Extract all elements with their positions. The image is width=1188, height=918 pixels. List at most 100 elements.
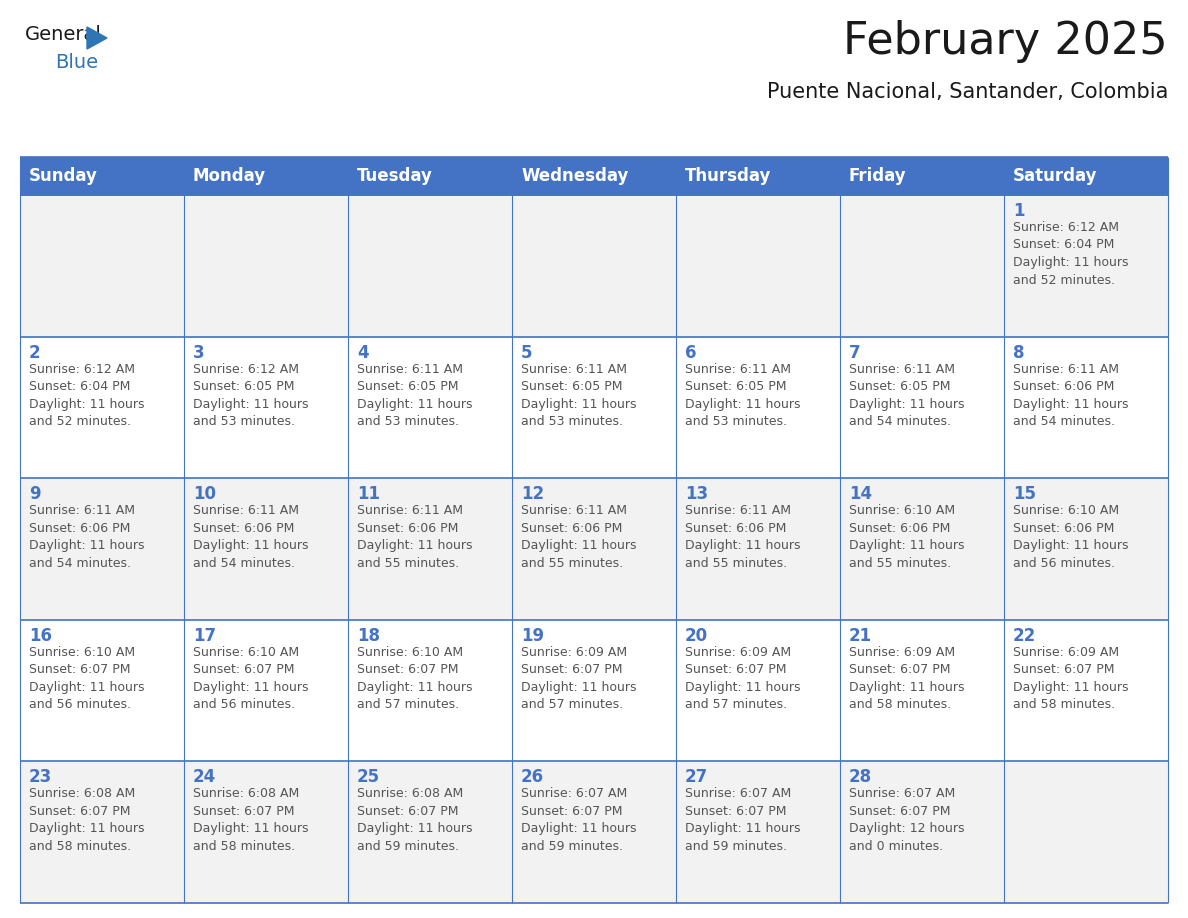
Text: Sunrise: 6:07 AM
Sunset: 6:07 PM
Daylight: 11 hours
and 59 minutes.: Sunrise: 6:07 AM Sunset: 6:07 PM Dayligh… [685, 788, 801, 853]
Text: Sunrise: 6:11 AM
Sunset: 6:06 PM
Daylight: 11 hours
and 55 minutes.: Sunrise: 6:11 AM Sunset: 6:06 PM Dayligh… [522, 504, 637, 570]
Text: Blue: Blue [55, 53, 99, 72]
Text: Sunrise: 6:08 AM
Sunset: 6:07 PM
Daylight: 11 hours
and 59 minutes.: Sunrise: 6:08 AM Sunset: 6:07 PM Dayligh… [358, 788, 473, 853]
Bar [348, 620, 512, 761]
Text: Sunrise: 6:11 AM
Sunset: 6:06 PM
Daylight: 11 hours
and 55 minutes.: Sunrise: 6:11 AM Sunset: 6:06 PM Dayligh… [358, 504, 473, 570]
Text: Puente Nacional, Santander, Colombia: Puente Nacional, Santander, Colombia [766, 82, 1168, 102]
Text: Sunrise: 6:11 AM
Sunset: 6:06 PM
Daylight: 11 hours
and 54 minutes.: Sunrise: 6:11 AM Sunset: 6:06 PM Dayligh… [192, 504, 309, 570]
Text: Sunrise: 6:07 AM
Sunset: 6:07 PM
Daylight: 11 hours
and 59 minutes.: Sunrise: 6:07 AM Sunset: 6:07 PM Dayligh… [522, 788, 637, 853]
Text: 28: 28 [849, 768, 872, 787]
Text: 11: 11 [358, 486, 380, 503]
Text: Sunrise: 6:09 AM
Sunset: 6:07 PM
Daylight: 11 hours
and 57 minutes.: Sunrise: 6:09 AM Sunset: 6:07 PM Dayligh… [685, 645, 801, 711]
Text: Sunrise: 6:11 AM
Sunset: 6:05 PM
Daylight: 11 hours
and 54 minutes.: Sunrise: 6:11 AM Sunset: 6:05 PM Dayligh… [849, 363, 965, 428]
Text: Monday: Monday [192, 167, 266, 185]
Text: 21: 21 [849, 627, 872, 644]
Text: 8: 8 [1013, 343, 1024, 362]
Text: Sunrise: 6:11 AM
Sunset: 6:05 PM
Daylight: 11 hours
and 53 minutes.: Sunrise: 6:11 AM Sunset: 6:05 PM Dayligh… [358, 363, 473, 428]
Text: 10: 10 [192, 486, 216, 503]
Text: 14: 14 [849, 486, 872, 503]
Text: Sunrise: 6:12 AM
Sunset: 6:05 PM
Daylight: 11 hours
and 53 minutes.: Sunrise: 6:12 AM Sunset: 6:05 PM Dayligh… [192, 363, 309, 428]
Text: 5: 5 [522, 343, 532, 362]
Bar [348, 195, 512, 337]
Bar [512, 195, 676, 337]
Bar [20, 761, 184, 903]
Bar [676, 478, 840, 620]
Bar [20, 337, 184, 478]
Bar [512, 761, 676, 903]
Bar [20, 157, 1168, 195]
Text: Sunrise: 6:10 AM
Sunset: 6:06 PM
Daylight: 11 hours
and 56 minutes.: Sunrise: 6:10 AM Sunset: 6:06 PM Dayligh… [1013, 504, 1129, 570]
Bar [184, 337, 348, 478]
Text: Sunrise: 6:08 AM
Sunset: 6:07 PM
Daylight: 11 hours
and 58 minutes.: Sunrise: 6:08 AM Sunset: 6:07 PM Dayligh… [29, 788, 145, 853]
Text: Sunrise: 6:11 AM
Sunset: 6:05 PM
Daylight: 11 hours
and 53 minutes.: Sunrise: 6:11 AM Sunset: 6:05 PM Dayligh… [522, 363, 637, 428]
Bar [1004, 337, 1168, 478]
Text: Sunrise: 6:10 AM
Sunset: 6:07 PM
Daylight: 11 hours
and 56 minutes.: Sunrise: 6:10 AM Sunset: 6:07 PM Dayligh… [29, 645, 145, 711]
Text: Saturday: Saturday [1013, 167, 1098, 185]
Bar [184, 761, 348, 903]
Bar [840, 761, 1004, 903]
Text: Sunday: Sunday [29, 167, 97, 185]
Text: Sunrise: 6:12 AM
Sunset: 6:04 PM
Daylight: 11 hours
and 52 minutes.: Sunrise: 6:12 AM Sunset: 6:04 PM Dayligh… [1013, 221, 1129, 286]
Text: 27: 27 [685, 768, 708, 787]
Text: 3: 3 [192, 343, 204, 362]
Bar [184, 478, 348, 620]
Text: Wednesday: Wednesday [522, 167, 628, 185]
Text: Sunrise: 6:10 AM
Sunset: 6:07 PM
Daylight: 11 hours
and 56 minutes.: Sunrise: 6:10 AM Sunset: 6:07 PM Dayligh… [192, 645, 309, 711]
Text: Sunrise: 6:07 AM
Sunset: 6:07 PM
Daylight: 12 hours
and 0 minutes.: Sunrise: 6:07 AM Sunset: 6:07 PM Dayligh… [849, 788, 965, 853]
Bar [348, 761, 512, 903]
Text: 25: 25 [358, 768, 380, 787]
Text: Sunrise: 6:10 AM
Sunset: 6:07 PM
Daylight: 11 hours
and 57 minutes.: Sunrise: 6:10 AM Sunset: 6:07 PM Dayligh… [358, 645, 473, 711]
Polygon shape [87, 27, 107, 49]
Text: 20: 20 [685, 627, 708, 644]
Text: Sunrise: 6:11 AM
Sunset: 6:06 PM
Daylight: 11 hours
and 54 minutes.: Sunrise: 6:11 AM Sunset: 6:06 PM Dayligh… [29, 504, 145, 570]
Bar [676, 761, 840, 903]
Text: Sunrise: 6:11 AM
Sunset: 6:06 PM
Daylight: 11 hours
and 54 minutes.: Sunrise: 6:11 AM Sunset: 6:06 PM Dayligh… [1013, 363, 1129, 428]
Bar [512, 337, 676, 478]
Bar [512, 620, 676, 761]
Text: Sunrise: 6:10 AM
Sunset: 6:06 PM
Daylight: 11 hours
and 55 minutes.: Sunrise: 6:10 AM Sunset: 6:06 PM Dayligh… [849, 504, 965, 570]
Bar [512, 478, 676, 620]
Text: 26: 26 [522, 768, 544, 787]
Bar [840, 195, 1004, 337]
Bar [1004, 195, 1168, 337]
Bar [184, 195, 348, 337]
Text: February 2025: February 2025 [843, 20, 1168, 63]
Bar [1004, 620, 1168, 761]
Bar [676, 337, 840, 478]
Text: Sunrise: 6:09 AM
Sunset: 6:07 PM
Daylight: 11 hours
and 57 minutes.: Sunrise: 6:09 AM Sunset: 6:07 PM Dayligh… [522, 645, 637, 711]
Bar [20, 195, 184, 337]
Bar [348, 337, 512, 478]
Text: 7: 7 [849, 343, 860, 362]
Bar [348, 478, 512, 620]
Text: 6: 6 [685, 343, 696, 362]
Text: Sunrise: 6:11 AM
Sunset: 6:05 PM
Daylight: 11 hours
and 53 minutes.: Sunrise: 6:11 AM Sunset: 6:05 PM Dayligh… [685, 363, 801, 428]
Text: 19: 19 [522, 627, 544, 644]
Text: 1: 1 [1013, 202, 1024, 220]
Text: 4: 4 [358, 343, 368, 362]
Text: 12: 12 [522, 486, 544, 503]
Text: Thursday: Thursday [685, 167, 771, 185]
Text: Sunrise: 6:09 AM
Sunset: 6:07 PM
Daylight: 11 hours
and 58 minutes.: Sunrise: 6:09 AM Sunset: 6:07 PM Dayligh… [1013, 645, 1129, 711]
Text: 15: 15 [1013, 486, 1036, 503]
Text: 16: 16 [29, 627, 52, 644]
Text: 22: 22 [1013, 627, 1036, 644]
Text: Friday: Friday [849, 167, 906, 185]
Text: 2: 2 [29, 343, 40, 362]
Text: General: General [25, 25, 102, 44]
Text: Sunrise: 6:09 AM
Sunset: 6:07 PM
Daylight: 11 hours
and 58 minutes.: Sunrise: 6:09 AM Sunset: 6:07 PM Dayligh… [849, 645, 965, 711]
Bar [676, 195, 840, 337]
Bar [20, 478, 184, 620]
Text: 17: 17 [192, 627, 216, 644]
Text: 23: 23 [29, 768, 52, 787]
Bar [20, 620, 184, 761]
Text: Tuesday: Tuesday [358, 167, 432, 185]
Bar [1004, 761, 1168, 903]
Bar [840, 337, 1004, 478]
Bar [676, 620, 840, 761]
Text: Sunrise: 6:11 AM
Sunset: 6:06 PM
Daylight: 11 hours
and 55 minutes.: Sunrise: 6:11 AM Sunset: 6:06 PM Dayligh… [685, 504, 801, 570]
Bar [184, 620, 348, 761]
Text: Sunrise: 6:08 AM
Sunset: 6:07 PM
Daylight: 11 hours
and 58 minutes.: Sunrise: 6:08 AM Sunset: 6:07 PM Dayligh… [192, 788, 309, 853]
Bar [840, 478, 1004, 620]
Text: 24: 24 [192, 768, 216, 787]
Bar [1004, 478, 1168, 620]
Text: 9: 9 [29, 486, 40, 503]
